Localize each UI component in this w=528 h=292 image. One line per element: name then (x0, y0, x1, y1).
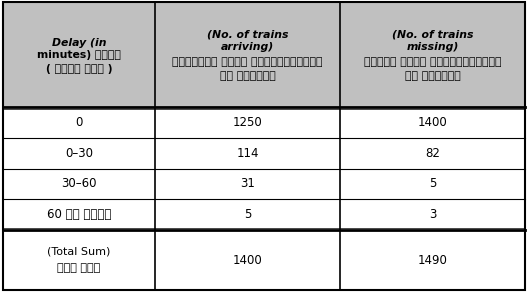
Text: 1490: 1490 (418, 253, 447, 267)
Text: Delay (in: Delay (in (52, 37, 106, 48)
Text: कुल योग: कुल योग (58, 263, 101, 273)
Text: (No. of trains: (No. of trains (392, 29, 473, 39)
Text: 82: 82 (425, 147, 440, 160)
Text: arriving): arriving) (221, 43, 274, 53)
Text: की संख्या: की संख्या (220, 72, 276, 81)
Text: ( मिनट में ): ( मिनट में ) (46, 63, 112, 74)
Text: 3: 3 (429, 208, 436, 221)
Text: पहुँचने वाली रेलगाड़ियों: पहुँचने वाली रेलगाड़ियों (172, 58, 323, 67)
Bar (3, 107, 525, 230)
Text: (Total Sum): (Total Sum) (48, 247, 111, 257)
Text: 1250: 1250 (233, 116, 262, 129)
Text: 0: 0 (76, 116, 83, 129)
Text: 1400: 1400 (418, 116, 447, 129)
Text: 5: 5 (244, 208, 251, 221)
Text: minutes) देरी: minutes) देरी (37, 50, 121, 60)
Text: 0–30: 0–30 (65, 147, 93, 160)
Text: 1400: 1400 (233, 253, 262, 267)
Text: (No. of trains: (No. of trains (207, 29, 288, 39)
Text: 30–60: 30–60 (61, 177, 97, 190)
Text: 5: 5 (429, 177, 436, 190)
Text: 31: 31 (240, 177, 255, 190)
Text: 60 से अधिक: 60 से अधिक (47, 208, 111, 221)
Bar (3, 2, 525, 107)
Text: की संख्या: की संख्या (404, 72, 460, 81)
Text: missing): missing) (407, 43, 459, 53)
Text: छूटने वाली रेलगाड़ियों: छूटने वाली रेलगाड़ियों (364, 58, 501, 67)
Text: 114: 114 (236, 147, 259, 160)
Bar (3, 230, 525, 290)
